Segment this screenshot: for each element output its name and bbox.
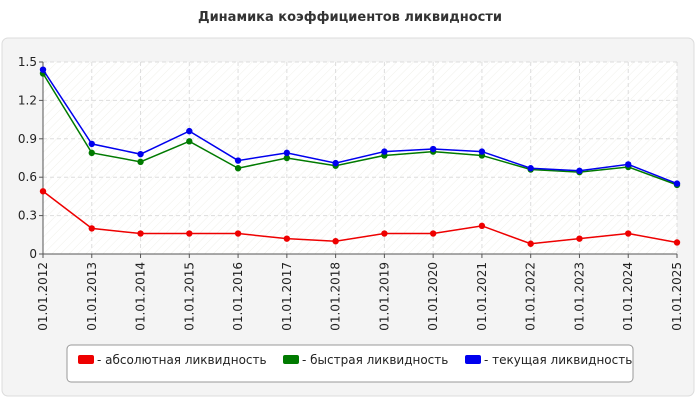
x-tick-label: 01.01.2023 <box>572 262 586 331</box>
point <box>673 239 681 246</box>
legend-label: - быстрая ликвидность <box>302 353 448 367</box>
point <box>88 140 95 148</box>
point <box>332 238 339 245</box>
x-tick-label: 01.01.2021 <box>475 262 489 331</box>
x-tick-label: 01.01.2025 <box>670 262 684 331</box>
point <box>527 165 534 172</box>
point <box>39 66 47 73</box>
point <box>527 240 534 247</box>
point <box>429 145 437 153</box>
x-tick-label: 01.01.2015 <box>182 262 196 331</box>
point <box>137 150 144 158</box>
point <box>88 225 95 232</box>
point <box>234 157 242 164</box>
legend-swatch <box>78 355 94 364</box>
point <box>234 230 242 237</box>
x-tick-label: 01.01.2024 <box>621 262 635 331</box>
point <box>186 127 193 135</box>
point <box>673 180 681 187</box>
x-tick-label: 01.01.2013 <box>85 262 99 331</box>
series-line <box>42 69 678 185</box>
point <box>283 149 291 157</box>
point <box>283 235 291 242</box>
point <box>332 159 339 167</box>
point <box>39 188 47 195</box>
point <box>381 230 388 237</box>
y-tick-label: 0.3 <box>18 209 37 223</box>
x-tick-label: 01.01.2014 <box>134 262 148 331</box>
chart-title: Динамика коэффициентов ликвидности <box>198 10 502 25</box>
legend-label: - абсолютная ликвидность <box>97 353 267 367</box>
y-tick-label: 1.5 <box>18 55 37 69</box>
legend-swatch <box>465 355 481 364</box>
y-tick-label: 1.2 <box>18 93 37 107</box>
point <box>234 165 242 172</box>
x-tick-label: 01.01.2018 <box>329 262 343 331</box>
point <box>381 148 388 155</box>
point <box>429 230 437 237</box>
x-tick-label: 01.01.2012 <box>36 262 50 331</box>
point <box>478 148 486 155</box>
point <box>478 222 486 230</box>
legend-label: - текущая ликвидность <box>484 353 632 367</box>
point <box>137 158 144 166</box>
point <box>576 235 583 242</box>
point <box>88 149 95 157</box>
x-tick-label: 01.01.2019 <box>377 262 391 331</box>
x-tick-label: 01.01.2022 <box>524 262 538 331</box>
point <box>283 154 291 162</box>
series-line <box>42 190 678 245</box>
point <box>186 230 193 237</box>
x-tick-label: 01.01.2016 <box>231 262 245 331</box>
point <box>137 230 144 237</box>
point <box>186 138 193 145</box>
y-tick-label: 0 <box>29 247 37 261</box>
legend <box>66 344 634 383</box>
point <box>625 161 632 168</box>
legend-swatch <box>283 355 299 364</box>
y-tick-label: 0.9 <box>18 132 37 146</box>
point <box>576 167 583 174</box>
x-tick-label: 01.01.2020 <box>426 262 440 331</box>
x-tick-label: 01.01.2017 <box>280 262 294 331</box>
point <box>625 230 632 237</box>
series-line <box>42 73 678 186</box>
y-tick-label: 0.6 <box>18 170 37 184</box>
